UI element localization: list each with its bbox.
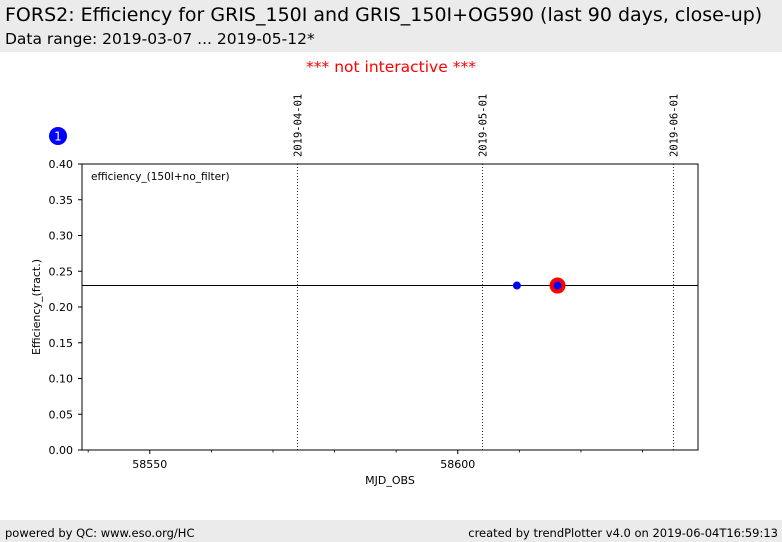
footer-created-by: created by trendPlotter v4.0 on 2019-06-… — [468, 526, 778, 540]
y-tick-label: 0.20 — [49, 301, 74, 314]
badge-label: 1 — [54, 130, 62, 144]
page-title: FORS2: Efficiency for GRIS_150I and GRIS… — [5, 4, 763, 26]
footer-powered-by: powered by QC: www.eso.org/HC — [5, 526, 195, 540]
report-header: FORS2: Efficiency for GRIS_150I and GRIS… — [0, 0, 782, 52]
x-axis-label: MJD_OBS — [365, 474, 415, 487]
x-tick-label: 58550 — [132, 458, 167, 471]
y-tick-label: 0.30 — [49, 230, 74, 243]
date-marker-label: 2019-04-01 — [293, 94, 305, 157]
not-interactive-notice: *** not interactive *** — [306, 58, 476, 76]
plot-number-badge: 1 — [49, 127, 67, 145]
y-axis-label: Efficiency_(fract.) — [30, 259, 43, 355]
legend-label: efficiency_(150I+no_filter) — [91, 171, 230, 183]
y-tick-label: 0.05 — [49, 408, 74, 421]
footer: powered by QC: www.eso.org/HC created by… — [0, 520, 782, 542]
x-tick-label: 58600 — [440, 458, 475, 471]
y-tick-label: 0.40 — [49, 158, 74, 171]
plot-frame — [81, 163, 699, 451]
date-marker-label: 2019-06-01 — [668, 94, 680, 157]
y-tick-label: 0.00 — [49, 444, 74, 457]
y-tick-label: 0.10 — [49, 373, 74, 386]
y-tick-label: 0.35 — [49, 194, 74, 207]
y-tick-label: 0.15 — [49, 337, 74, 350]
data-range: Data range: 2019-03-07 ... 2019-05-12* — [5, 30, 315, 48]
y-tick-label: 0.25 — [49, 265, 74, 278]
date-marker-label: 2019-05-01 — [477, 94, 489, 157]
badge-circle — [49, 127, 67, 145]
data-point — [553, 281, 562, 290]
data-point — [512, 281, 521, 290]
